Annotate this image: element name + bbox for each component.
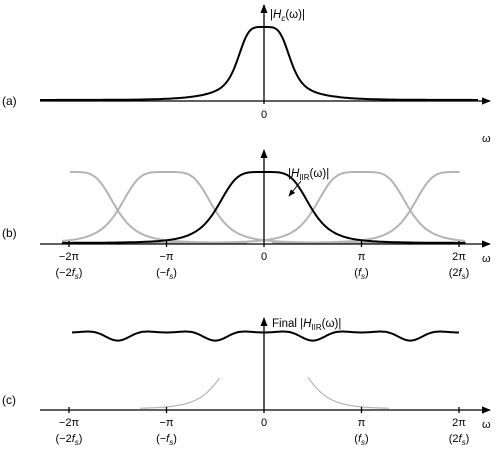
panel-b-tick-sublabel-4: (2fs) (449, 267, 470, 281)
panel-c-tick-label-1: −π (159, 417, 173, 429)
panel-a-analog-response-curve (40, 26, 478, 101)
panel-a-curve-label: |Hc(ω)| (270, 9, 305, 23)
panel-b-replica-minus-pi (61, 171, 455, 244)
panel-b-tick-sublabel-1: (−fs) (156, 267, 177, 281)
panel-c-frequency-symbol: ω (482, 419, 491, 431)
panel-c: Final |HIIR(ω)| (c) ω −2π (−2fs) −π (−fs) 0 π… (2, 317, 491, 447)
panel-a-label: (a) (2, 94, 17, 108)
panel-c-tick-sublabel-0: (−2fs) (56, 433, 83, 447)
panel-b-iir-response-curve (62, 171, 466, 244)
panel-c-tick-sublabel-1: (−fs) (156, 433, 177, 447)
panel-a-frequency-symbol: ω (482, 133, 491, 145)
panel-b: |HIIR(ω)| (b) ω −2π (−2fs) −π (−fs) 0 π (fs) 2π… (2, 149, 491, 281)
panel-b-tick-label-1: −π (159, 251, 173, 263)
panel-b-tick-label-4: 2π (452, 251, 466, 263)
panel-c-tick-label-3: π (358, 417, 366, 429)
panel-a: (a) ω 0 |Hc(ω)| (2, 4, 491, 145)
panel-b-tick-label-3: π (358, 251, 366, 263)
panel-b-label: (b) (2, 226, 17, 240)
panel-b-curve-label: |HIIR(ω)| (288, 168, 329, 182)
panel-c-tick-sublabel-3: (fs) (354, 433, 368, 447)
panel-c-baseband-tail-right (307, 377, 390, 409)
panel-a-tick-label-0: 0 (261, 109, 267, 121)
panel-c-label: (c) (2, 393, 16, 407)
panel-b-tick-sublabel-3: (fs) (354, 267, 368, 281)
panel-c-tick-label-0: −2π (59, 417, 80, 429)
panel-b-frequency-symbol: ω (482, 253, 491, 265)
panel-c-tick-sublabel-4: (2fs) (449, 433, 470, 447)
panel-c-tick-labels: −2π (−2fs) −π (−fs) 0 π (fs) 2π (2fs) (56, 407, 470, 447)
panel-c-tick-label-4: 2π (452, 417, 466, 429)
panel-c-curve-label: Final |HIIR(ω)| (272, 318, 341, 332)
panel-c-tick-label-2: 0 (261, 417, 267, 429)
panel-c-final-iir-response-curve (71, 330, 459, 342)
panel-c-baseband-tail-left (140, 377, 220, 409)
panel-b-tick-label-2: 0 (261, 251, 267, 263)
panel-b-label-pointer (288, 180, 302, 197)
panel-b-tick-labels: −2π (−2fs) −π (−fs) 0 π (fs) 2π (2fs) (56, 241, 470, 281)
panel-b-tick-sublabel-0: (−2fs) (56, 267, 83, 281)
panel-b-replica-plus-pi (72, 171, 466, 244)
panel-b-tick-label-0: −2π (59, 251, 80, 263)
